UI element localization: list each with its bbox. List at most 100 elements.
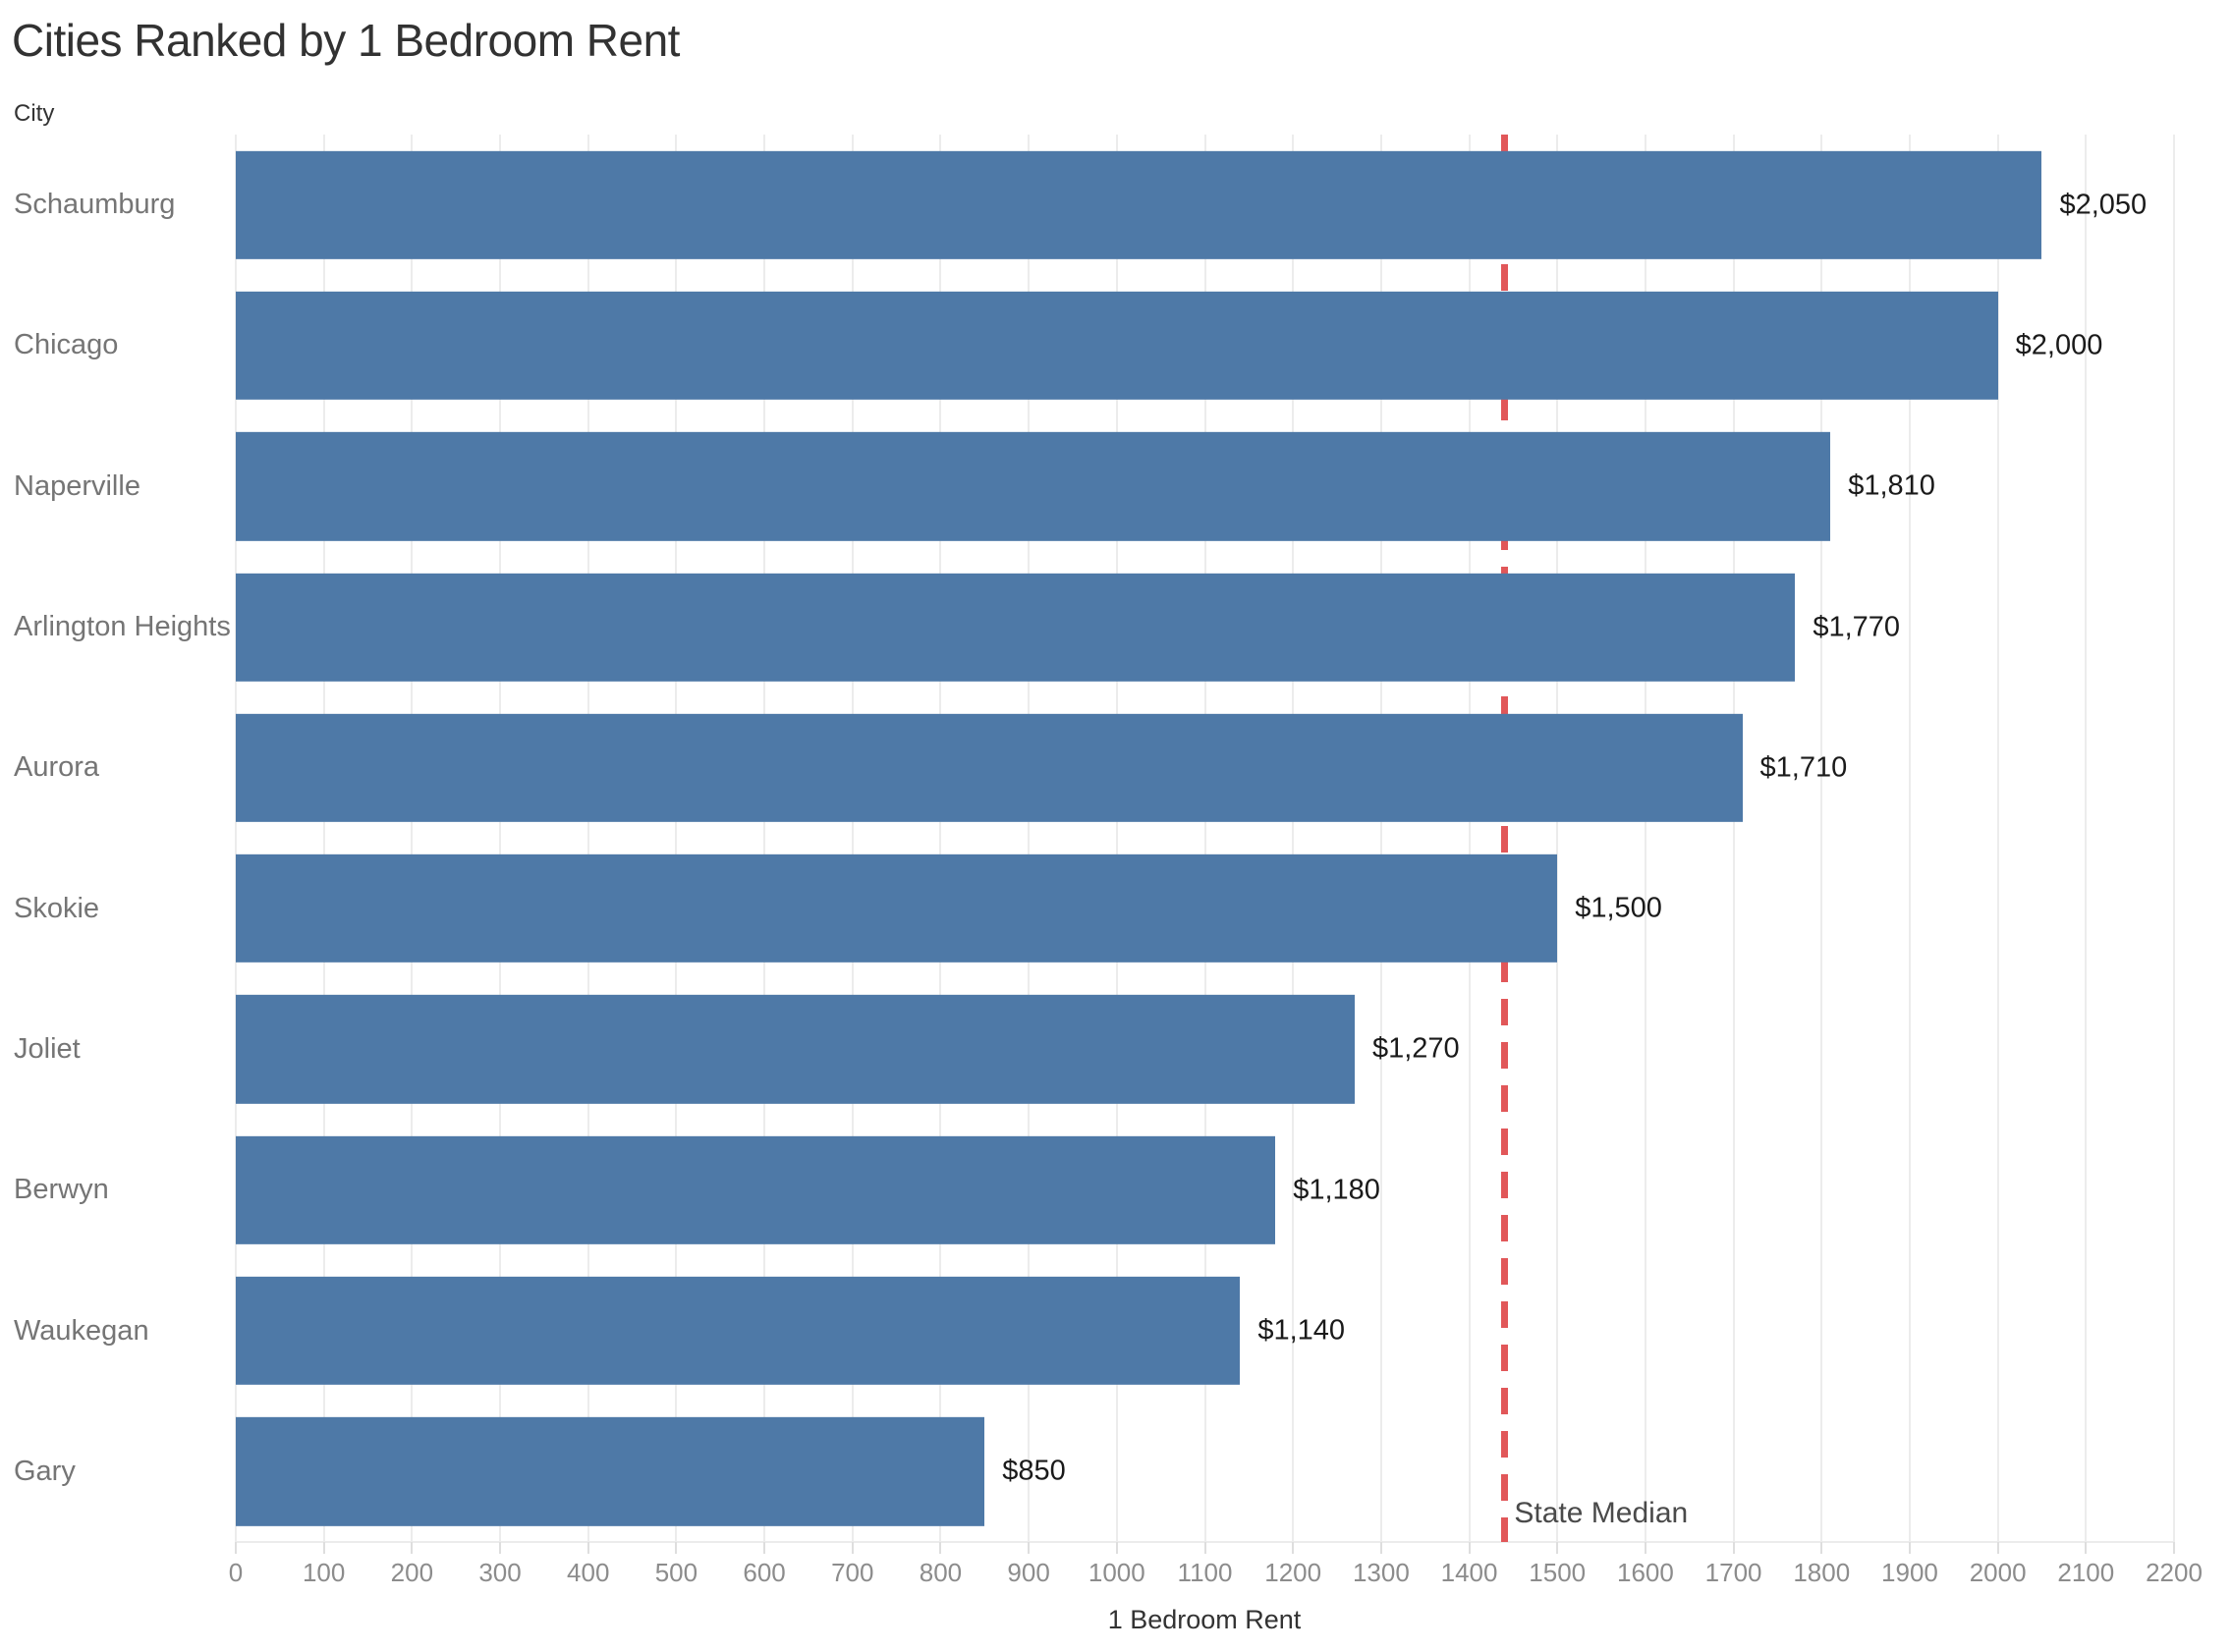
axis-tick-label: 1900 bbox=[1881, 1558, 1938, 1587]
city-label: Arlington Heights bbox=[14, 611, 231, 643]
axis-tick bbox=[939, 1542, 942, 1554]
gridline bbox=[1556, 135, 1559, 1542]
gridline bbox=[1468, 135, 1471, 1542]
bar[interactable] bbox=[236, 573, 1796, 682]
axis-tick bbox=[235, 1542, 237, 1554]
axis-tick-label: 1400 bbox=[1440, 1558, 1498, 1587]
bar[interactable] bbox=[236, 713, 1743, 822]
bar-rows: Schaumburg $2,050 Chicago $2,000 Naperville $… bbox=[0, 135, 2232, 1542]
gridline bbox=[499, 135, 502, 1542]
city-label: Gary bbox=[14, 1455, 76, 1487]
axis-tick-label: 900 bbox=[1007, 1558, 1050, 1587]
state-median-reference-line bbox=[1501, 135, 1509, 1542]
bar[interactable] bbox=[236, 995, 1355, 1104]
axis-tick-label: 1800 bbox=[1793, 1558, 1851, 1587]
bar[interactable] bbox=[236, 291, 1998, 401]
gridline bbox=[2085, 135, 2088, 1542]
bar-track: $1,500 bbox=[236, 838, 2174, 978]
x-axis-tick-labels: 0 100 200 300 400 500 600 700 800 900 1000 1100 1200… bbox=[229, 1558, 2203, 1591]
axis-tick bbox=[1292, 1542, 1295, 1554]
gridline bbox=[1996, 135, 1999, 1542]
bar-value-label: $850 bbox=[1002, 1455, 1066, 1487]
bar-value-label: $2,000 bbox=[2015, 329, 2103, 361]
gridline bbox=[675, 135, 678, 1542]
bar[interactable] bbox=[236, 150, 2042, 259]
gridline bbox=[939, 135, 942, 1542]
axis-tick-label: 500 bbox=[654, 1558, 698, 1587]
axis-tick-label: 1600 bbox=[1616, 1558, 1674, 1587]
axis-tick-label: 2200 bbox=[2146, 1558, 2203, 1587]
axis-tick bbox=[2173, 1542, 2175, 1554]
axis-tick-label: 1700 bbox=[1704, 1558, 1762, 1587]
y-axis-title: City bbox=[14, 100, 55, 127]
bar-track: $1,270 bbox=[236, 979, 2174, 1120]
bar-track: $1,140 bbox=[236, 1260, 2174, 1401]
axis-tick-label: 100 bbox=[302, 1558, 346, 1587]
gridline bbox=[1644, 135, 1646, 1542]
bar-value-label: $1,770 bbox=[1813, 611, 1901, 643]
axis-tick bbox=[1732, 1542, 1735, 1554]
bar[interactable] bbox=[236, 1135, 1276, 1244]
city-label: Skokie bbox=[14, 892, 100, 924]
bar-value-label: $1,140 bbox=[1257, 1314, 1346, 1347]
gridline bbox=[2173, 135, 2175, 1542]
gridline bbox=[1292, 135, 1295, 1542]
gridline bbox=[1732, 135, 1735, 1542]
axis-tick bbox=[1379, 1542, 1382, 1554]
axis-tick bbox=[1115, 1542, 1118, 1554]
bar-track: $2,050 bbox=[236, 135, 2174, 275]
gridline bbox=[322, 135, 325, 1542]
bar[interactable] bbox=[236, 432, 1831, 541]
axis-tick bbox=[763, 1542, 766, 1554]
gridline bbox=[1115, 135, 1118, 1542]
axis-tick-label: 1500 bbox=[1529, 1558, 1587, 1587]
axis-tick bbox=[851, 1542, 854, 1554]
axis-tick-label: 1200 bbox=[1264, 1558, 1322, 1587]
axis-tick bbox=[1028, 1542, 1031, 1554]
bar-row: Joliet $1,270 bbox=[0, 979, 2232, 1120]
axis-tick bbox=[586, 1542, 589, 1554]
x-axis-title: 1 Bedroom Rent bbox=[1107, 1605, 1302, 1634]
bar-value-label: $1,270 bbox=[1371, 1032, 1460, 1065]
axis-tick-label: 700 bbox=[831, 1558, 874, 1587]
city-label: Berwyn bbox=[14, 1174, 109, 1206]
axis-tick bbox=[499, 1542, 502, 1554]
axis-tick-label: 800 bbox=[919, 1558, 963, 1587]
axis-tick bbox=[675, 1542, 678, 1554]
bar-row: Naperville $1,810 bbox=[0, 416, 2232, 557]
gridline bbox=[1028, 135, 1031, 1542]
bar[interactable] bbox=[236, 1417, 985, 1526]
bar-track: $1,770 bbox=[236, 557, 2174, 697]
gridline bbox=[235, 135, 237, 1542]
axis-tick-label: 2100 bbox=[2057, 1558, 2115, 1587]
city-label: Waukegan bbox=[14, 1314, 149, 1347]
bar-row: Chicago $2,000 bbox=[0, 275, 2232, 415]
bar[interactable] bbox=[236, 1276, 1241, 1386]
axis-tick-label: 300 bbox=[478, 1558, 522, 1587]
axis-tick-label: 200 bbox=[390, 1558, 434, 1587]
bar-row: Arlington Heights $1,770 bbox=[0, 557, 2232, 697]
bar-value-label: $1,500 bbox=[1575, 892, 1662, 924]
bar-value-label: $1,180 bbox=[1293, 1174, 1380, 1206]
gridline bbox=[1820, 135, 1823, 1542]
gridline bbox=[1908, 135, 1911, 1542]
bar-row: Aurora $1,710 bbox=[0, 697, 2232, 838]
gridline bbox=[411, 135, 414, 1542]
bar-row: Skokie $1,500 bbox=[0, 838, 2232, 978]
chart-title: Cities Ranked by 1 Bedroom Rent bbox=[12, 15, 680, 66]
bar[interactable] bbox=[236, 854, 1558, 964]
bar-value-label: $1,810 bbox=[1848, 469, 1935, 502]
bar-value-label: $1,710 bbox=[1759, 751, 1848, 784]
axis-tick bbox=[1820, 1542, 1823, 1554]
gridline bbox=[1379, 135, 1382, 1542]
bar-track: $850 bbox=[236, 1402, 2174, 1542]
axis-tick bbox=[1556, 1542, 1559, 1554]
bar-track: $1,810 bbox=[236, 416, 2174, 557]
bar-track: $2,000 bbox=[236, 275, 2174, 415]
axis-tick-label: 1300 bbox=[1352, 1558, 1410, 1587]
plot-area: State Median bbox=[235, 135, 2175, 1543]
state-median-label: State Median bbox=[1514, 1497, 1689, 1529]
gridline bbox=[851, 135, 854, 1542]
city-label: Naperville bbox=[14, 469, 140, 502]
